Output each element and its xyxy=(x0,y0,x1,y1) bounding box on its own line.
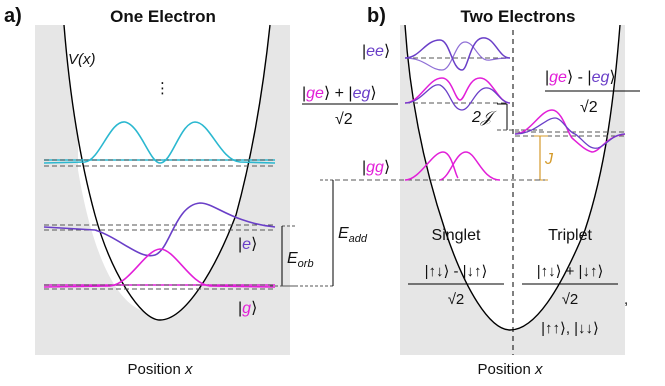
wavefunction-gg-right xyxy=(439,151,501,181)
wavefunction-ee-b xyxy=(404,41,511,71)
ket-g: |g⟩ xyxy=(238,300,257,317)
wavefunction-g xyxy=(43,248,276,288)
panel-a: a) One Electron V(x) ⋮ |e⟩ |g⟩ Eorb xyxy=(4,5,314,378)
wavefunction-e xyxy=(43,202,276,257)
panel-a-potential-curve xyxy=(63,24,271,321)
panel-a-xlabel: Position x xyxy=(127,361,193,378)
exchange-label: 2𝒥 xyxy=(471,109,498,126)
panel-b-potential-curve xyxy=(404,24,621,331)
j-label: J xyxy=(544,151,554,168)
wavefunction-triplet-g xyxy=(514,109,626,153)
ket-ee: |ee⟩ xyxy=(362,43,390,60)
ket-gg: |gg⟩ xyxy=(362,159,390,176)
wavefunction-gg-left xyxy=(404,151,459,181)
panel-a-letter: a) xyxy=(4,5,22,27)
panel-b: b) Two Electrons |ee⟩ |ge⟩ + |eg⟩ √2 2𝒥 … xyxy=(302,5,640,378)
singlet-title: Singlet xyxy=(432,227,481,244)
triplet-orbital-sqrt2: √2 xyxy=(580,99,598,116)
singlet-spin-sqrt2: √2 xyxy=(448,291,465,308)
triplet-title: Triplet xyxy=(548,227,592,244)
e-add-bracket-group: Eadd xyxy=(270,179,368,287)
singlet-orbital-sqrt2: √2 xyxy=(335,111,353,128)
wavefunction-singlet-e xyxy=(404,84,511,111)
panel-a-potential-label: V(x) xyxy=(68,51,96,68)
panel-a-well-fill xyxy=(64,25,270,320)
panel-a-title: One Electron xyxy=(110,7,216,26)
wavefunction-triplet-e xyxy=(514,117,626,149)
ket-e: |e⟩ xyxy=(238,236,257,253)
panel-b-xlabel: Position x xyxy=(477,361,543,378)
wavefunction-singlet-g xyxy=(404,77,511,104)
singlet-orbital-ket: |ge⟩ + |eg⟩ xyxy=(302,85,377,102)
e-add-label: Eadd xyxy=(338,225,368,245)
e-orb-label: Eorb xyxy=(287,250,314,270)
panel-b-title: Two Electrons xyxy=(461,7,576,26)
triplet-spin-sqrt2: √2 xyxy=(562,291,579,308)
panel-a-ellipsis: ⋮ xyxy=(155,80,170,97)
triplet-polarized-states: |↑↑⟩, |↓↓⟩ xyxy=(541,320,599,337)
singlet-spin-numerator: |↑↓⟩ - |↓↑⟩ xyxy=(425,263,488,280)
panel-b-letter: b) xyxy=(367,5,386,27)
triplet-orbital-ket: |ge⟩ - |eg⟩ xyxy=(545,69,616,86)
wavefunction-level-2 xyxy=(43,121,276,164)
wavefunction-ee-a xyxy=(404,37,511,71)
triplet-spin-numerator: |↑↓⟩ + |↓↑⟩ xyxy=(537,263,604,280)
triplet-comma: , xyxy=(624,291,628,308)
